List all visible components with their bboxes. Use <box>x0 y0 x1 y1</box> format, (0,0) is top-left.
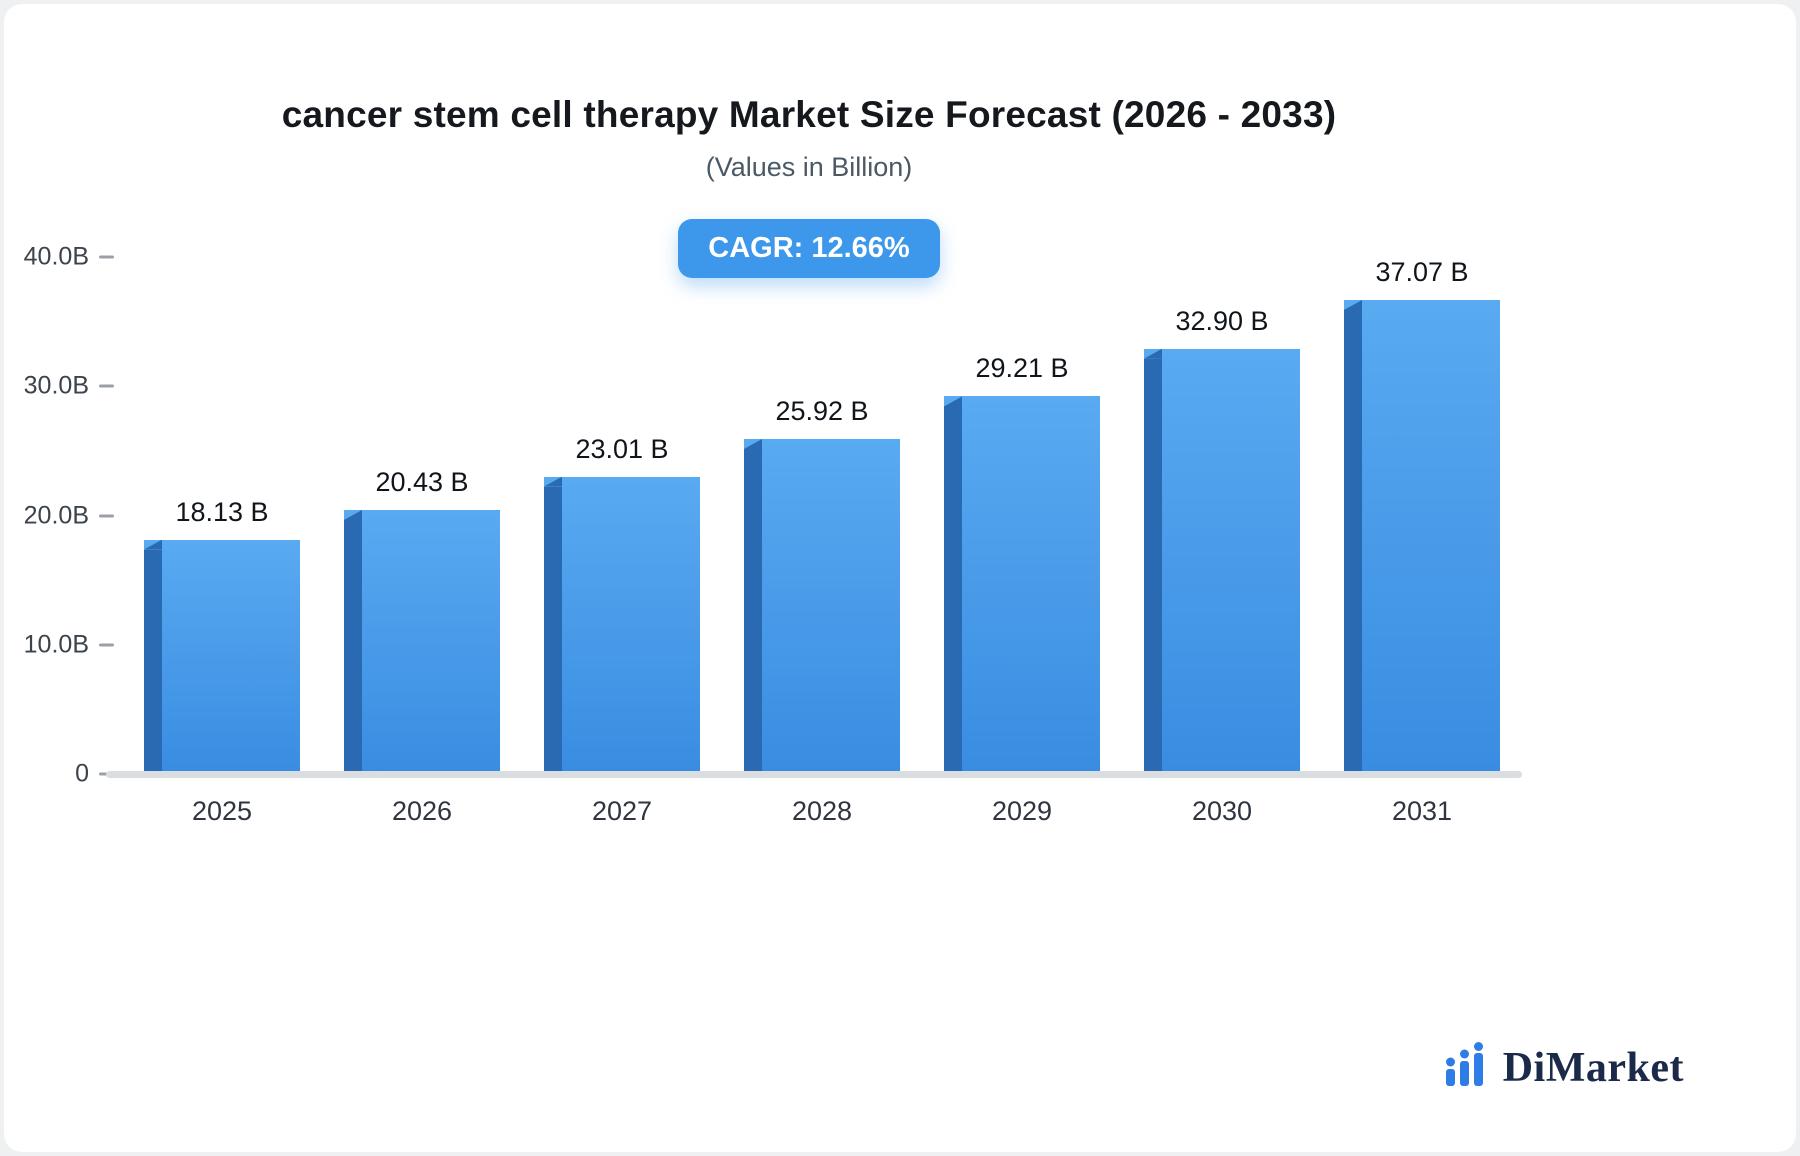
chart-card: cancer stem cell therapy Market Size For… <box>4 4 1796 1152</box>
bar-slot: 20.43 B <box>322 257 522 774</box>
chart-subtitle: (Values in Billion) <box>705 152 913 182</box>
bar-notch <box>744 438 762 449</box>
bar-notch <box>1144 348 1162 359</box>
bar-slot: 37.07 B <box>1322 257 1522 774</box>
bar <box>144 539 300 774</box>
bar-side <box>1144 358 1162 774</box>
x-axis-label: 2029 <box>991 796 1053 826</box>
bar-notch <box>1344 300 1362 310</box>
chart-header: cancer stem cell therapy Market Size For… <box>4 4 1614 278</box>
bar-side <box>344 519 362 774</box>
bar-side <box>544 486 562 774</box>
y-tick-label: 0 <box>75 759 89 788</box>
x-axis: 2025 2026 2027 2028 2029 2030 2031 <box>122 796 1522 827</box>
y-tick-label: 40.0B <box>23 242 89 271</box>
y-tick-mark <box>99 643 114 647</box>
bar-face <box>144 539 300 774</box>
chart-title: cancer stem cell therapy Market Size For… <box>281 94 1337 135</box>
x-axis-label: 2027 <box>591 796 653 826</box>
bar-slot: 29.21 B <box>922 257 1122 774</box>
bar-slot: 23.01 B <box>522 257 722 774</box>
bar-face <box>1144 348 1300 774</box>
y-tick-label: 30.0B <box>23 371 89 400</box>
bar-side <box>744 448 762 774</box>
bar-face <box>1344 300 1500 774</box>
bar-side <box>1344 310 1362 774</box>
bar-notch <box>944 396 962 407</box>
y-tick: 40.0B <box>17 243 114 272</box>
bar-notch <box>144 539 162 550</box>
bar-slot: 32.90 B <box>1122 257 1322 774</box>
y-tick: 20.0B <box>17 501 114 530</box>
bar-value-label: 32.90 B <box>1175 305 1269 336</box>
brand-logo: DiMarket <box>1443 1041 1684 1094</box>
bar-notch <box>544 476 562 487</box>
x-axis-label: 2030 <box>1191 796 1253 826</box>
bar-face <box>344 509 500 774</box>
bar <box>344 509 500 774</box>
y-tick-label: 10.0B <box>23 630 89 659</box>
y-tick: 10.0B <box>17 630 114 659</box>
y-tick: 0 <box>17 760 114 789</box>
plot-area: 0 10.0B 20.0B 30.0B 40.0B 18.13 B 20.43 B 23.0… <box>24 243 1522 826</box>
bar-slot: 18.13 B <box>122 257 322 774</box>
bar-value-label: 18.13 B <box>175 496 269 527</box>
cagr-badge: CAGR: 12.66% <box>678 219 940 278</box>
x-axis-baseline <box>106 771 1522 778</box>
bar <box>1344 300 1500 774</box>
bar-value-label: 25.92 B <box>775 395 869 426</box>
x-axis-label: 2025 <box>191 796 253 826</box>
bar-notch <box>344 509 362 520</box>
x-axis-label: 2031 <box>1391 796 1453 826</box>
bar-chart-dots-icon <box>1443 1041 1491 1094</box>
bar-face <box>944 396 1100 774</box>
bar <box>1144 348 1300 774</box>
bar <box>944 396 1100 774</box>
bar-value-label: 20.43 B <box>375 466 469 497</box>
y-tick-mark <box>99 514 114 517</box>
y-tick: 30.0B <box>17 372 114 401</box>
bar-side <box>944 406 962 774</box>
y-tick-label: 20.0B <box>23 501 89 529</box>
x-axis-label: 2026 <box>391 796 453 826</box>
y-tick-mark <box>99 255 114 259</box>
bar-value-label: 29.21 B <box>975 353 1069 384</box>
x-axis-label: 2028 <box>791 796 853 826</box>
bar-value-label: 37.07 B <box>1375 257 1469 287</box>
brand-name: DiMarket <box>1502 1044 1684 1091</box>
bar-face <box>544 476 700 774</box>
bar-value-label: 23.01 B <box>575 433 669 464</box>
y-tick-mark <box>99 384 114 388</box>
bar-side <box>144 549 162 774</box>
bar <box>744 438 900 774</box>
bar-slot: 25.92 B <box>722 257 922 774</box>
bars: 18.13 B 20.43 B 23.01 B 25.92 B 29.21 B 32.90… <box>122 257 1522 774</box>
bar <box>544 476 700 774</box>
bar-face <box>744 438 900 774</box>
